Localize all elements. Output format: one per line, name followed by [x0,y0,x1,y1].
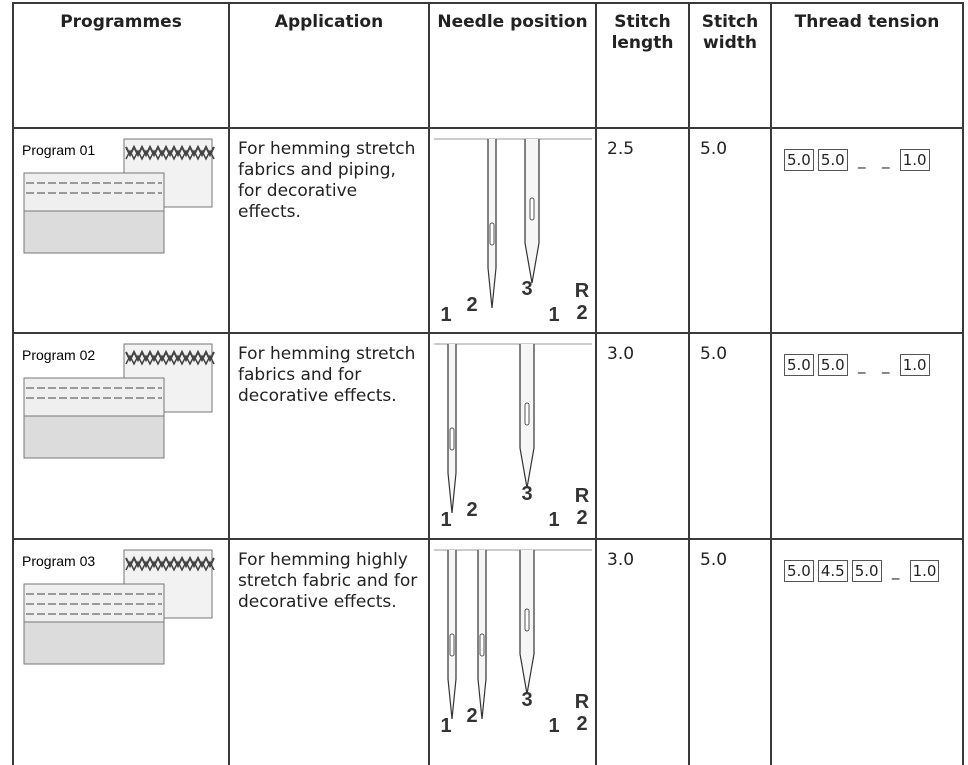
table-row: Program 03 For hemming highly stretch fab… [12,538,964,765]
table-row: Program 02 For hemming stretch fabrics an… [12,332,964,540]
program-label: Program 03 [22,553,95,569]
needle-label: R [575,485,590,507]
program-illustration: Program 03 [22,549,215,665]
tension-value: 5.0 [784,149,814,171]
needle-label: 2 [576,713,587,735]
column-header: Stitch width [688,2,772,129]
needle-eye [479,633,485,657]
program-illustration: Program 02 [22,343,215,459]
thread-tension-cell: 5.0 4.5 5.0 _ 1.0 [770,538,964,765]
needle-label: 3 [521,689,532,711]
tension-blank: _ [891,561,900,580]
needle-illustration: 1 231 2R [434,343,592,531]
programme-table: Programmes Application Needle position Stit… [12,2,964,765]
fabric-band [23,172,165,212]
tension-value: 1.0 [909,560,940,582]
tension-value: 1.0 [899,354,930,376]
thread-tension-cell: 5.0 5.0 _ _ 1.0 [770,127,964,334]
needle-eye [489,222,495,246]
needle-label: 2 [466,294,477,316]
thread-tension: 5.0 5.0 _ _ 1.0 [772,334,962,376]
needle-label: 2 [576,507,587,529]
needle-label: 3 [521,278,532,300]
needle-label: 2 [466,705,477,727]
needle-label: 1 [548,304,559,326]
needle-eye [449,633,455,657]
stitch-length: 3.0 [595,538,690,765]
needle-label: 3 [521,483,532,505]
needle-label: 2 [576,302,587,324]
stitch-pattern [125,560,215,572]
program-cell: Program 02 [12,332,230,540]
needle-label: 2 [466,499,477,521]
program-label: Program 02 [22,347,95,363]
needle-eye [449,427,455,451]
stitch-pattern [125,354,215,366]
needle-eye [524,608,530,632]
stitch-pattern [125,149,215,161]
column-header: Needle position [428,2,597,129]
thread-tension-cell: 5.0 5.0 _ _ 1.0 [770,332,964,540]
needle-label: 1 [440,304,451,326]
needle-label: 1 [440,715,451,737]
stitch-width: 5.0 [688,332,772,540]
tension-value: 5.0 [851,560,882,582]
column-header: Programmes [12,2,230,129]
needle-label: 1 [440,509,451,531]
needle-eye [524,402,530,426]
tension-blank: _ [857,355,866,374]
table-body: Program 01 For hemming stretch fabrics an… [12,127,964,765]
stitch-length: 3.0 [595,332,690,540]
fabric-band [23,583,165,623]
needle-label: 1 [548,509,559,531]
table-row: Program 01 For hemming stretch fabrics an… [12,127,964,334]
needle-eye [529,197,535,221]
column-header: Application [228,2,430,129]
stitch-width: 5.0 [688,127,772,334]
application-text: For hemming highly stretch fabric and fo… [228,538,430,765]
tension-value: 5.0 [784,354,814,376]
tension-value: 1.0 [899,149,930,171]
application-text: For hemming stretch fabrics and piping, … [228,127,430,334]
program-cell: Program 01 [12,127,230,334]
program-label: Program 01 [22,142,95,158]
thread-tension: 5.0 4.5 5.0 _ 1.0 [772,540,962,582]
tension-blank: _ [881,150,890,169]
thread-tension: 5.0 5.0 _ _ 1.0 [772,129,962,171]
tension-value: 5.0 [817,354,848,376]
fabric-band [23,377,165,417]
program-cell: Program 03 [12,538,230,765]
stitch-width: 5.0 [688,538,772,765]
tension-value: 4.5 [817,560,848,582]
needle-illustration: 1 231 2R [434,549,592,737]
needle-label: 1 [548,715,559,737]
program-illustration: Program 01 [22,138,215,254]
column-header: Stitch length [595,2,690,129]
column-header: Thread tension [770,2,964,129]
stitch-pattern [125,349,215,363]
tension-blank: _ [881,355,890,374]
needle-label: R [575,280,590,302]
needle-label: R [575,691,590,713]
stitch-pattern [125,144,215,158]
tension-value: 5.0 [817,149,848,171]
stitch-length: 2.5 [595,127,690,334]
tension-value: 5.0 [784,560,814,582]
tension-blank: _ [857,150,866,169]
header-row: Programmes Application Needle position Stit… [12,2,964,129]
stitch-pattern [125,555,215,569]
application-text: For hemming stretch fabrics and for deco… [228,332,430,540]
needle-illustration: 1 231 2R [434,138,592,326]
